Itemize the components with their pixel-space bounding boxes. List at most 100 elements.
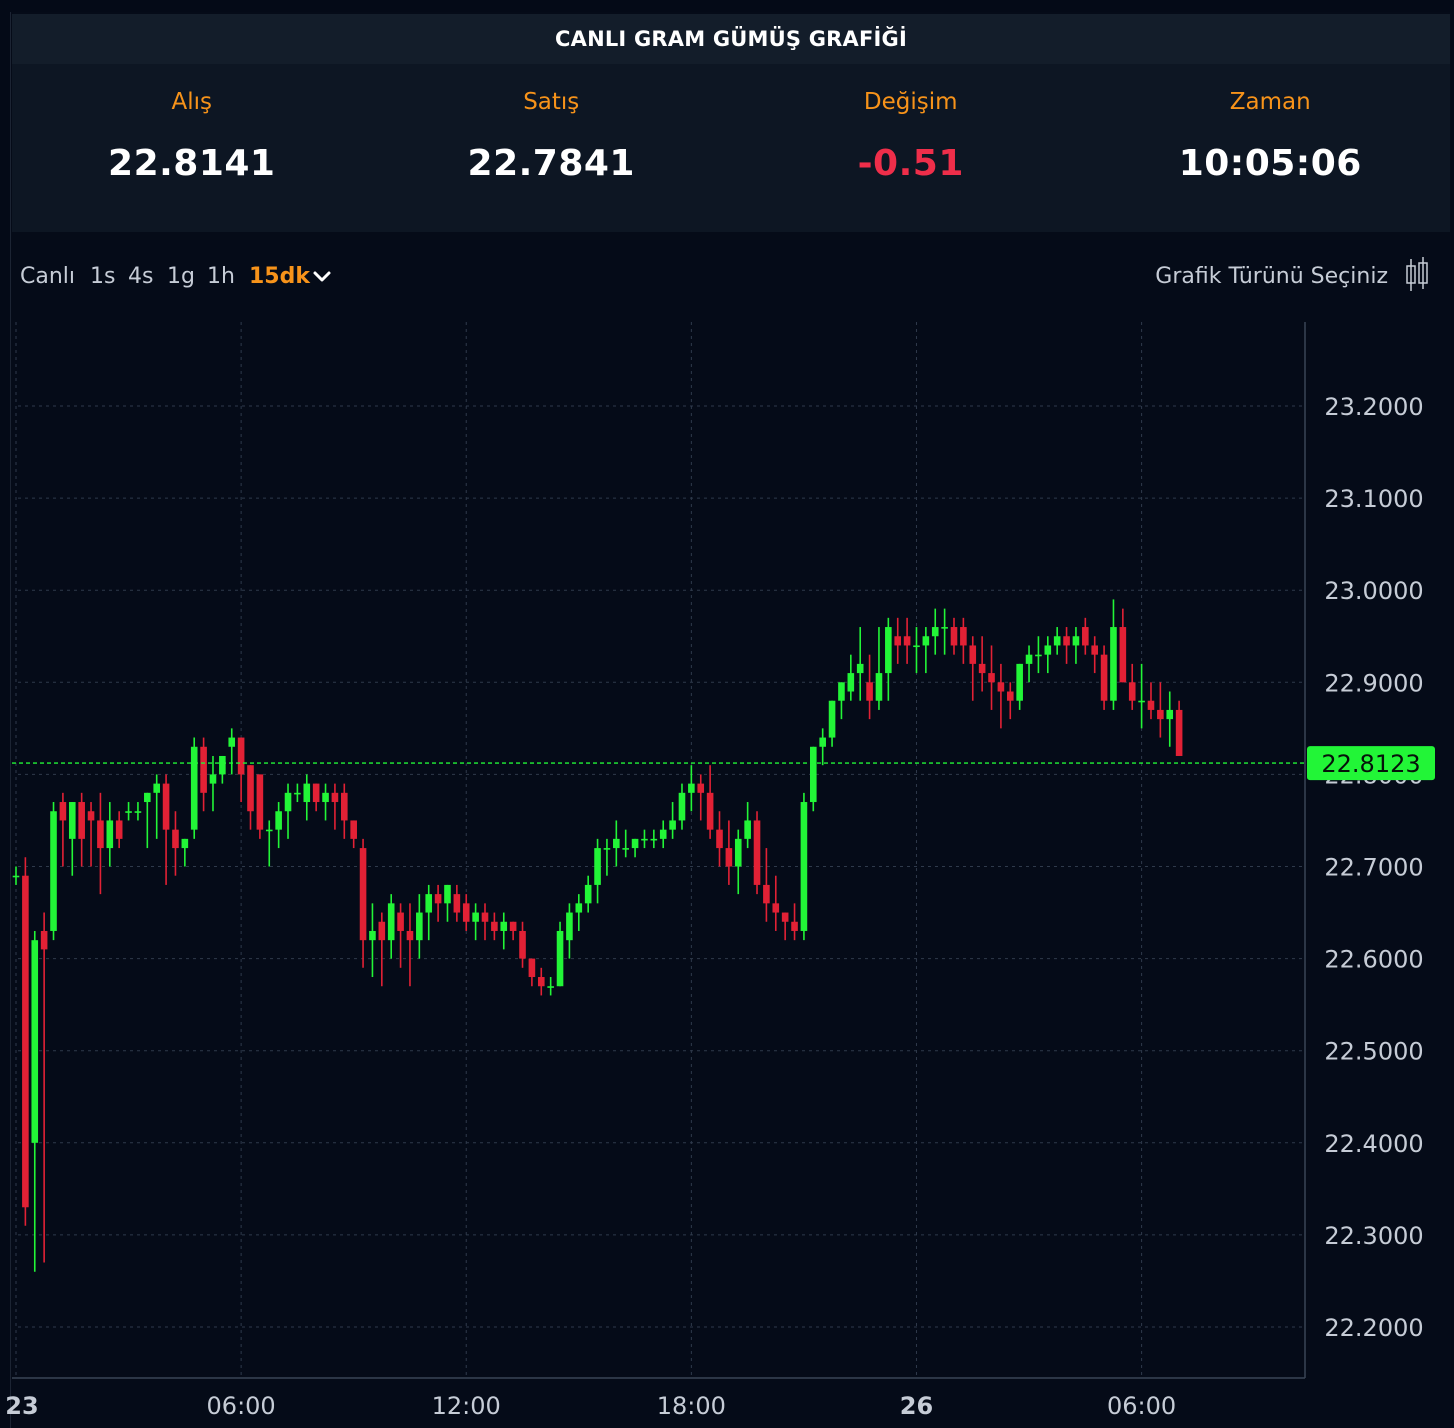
candle-up <box>303 774 311 821</box>
candle-body <box>537 977 545 987</box>
candle-body <box>406 930 414 941</box>
candle-body <box>1157 709 1164 720</box>
candle-body <box>303 783 311 803</box>
candle-down <box>763 848 770 922</box>
candle-body <box>322 792 329 803</box>
candle-body <box>650 838 658 841</box>
candle-down <box>453 884 461 922</box>
timeframe-1h-button[interactable]: 1h <box>207 264 235 289</box>
candle-body <box>960 627 967 646</box>
candle-body <box>341 792 348 821</box>
candle-down <box>331 783 339 830</box>
candle-body <box>1175 709 1183 756</box>
quote-bid: Alış 22.8141 <box>12 64 372 232</box>
candle-up <box>12 866 20 885</box>
candle-body <box>866 682 873 701</box>
candle-body <box>1110 627 1117 701</box>
candle-body <box>397 912 404 931</box>
axis-labels: 22.2000 22.3000 22.4000 22.5000 22.6000 22.70… <box>5 393 1423 1420</box>
candle-down <box>434 884 442 922</box>
candle-up <box>556 921 564 987</box>
candle-down <box>341 783 348 839</box>
candle-up <box>828 700 836 747</box>
quote-ask: Satış 22.7841 <box>372 64 732 232</box>
candle-body <box>725 848 733 867</box>
y-tick-label: 22.4000 <box>1324 1130 1423 1158</box>
candle-up <box>594 838 601 904</box>
candle-down <box>462 894 470 931</box>
candle-body <box>575 903 583 913</box>
candle-up <box>444 884 451 922</box>
candle-body <box>744 820 751 839</box>
chart-grid <box>15 322 1305 1378</box>
candle-body <box>284 792 292 812</box>
candle-body <box>950 627 958 646</box>
candle-down <box>716 811 723 867</box>
candle-body <box>434 894 442 904</box>
timeframe-1s-button[interactable]: 1s <box>90 264 116 289</box>
timeframe-4s-button[interactable]: 4s <box>128 264 154 289</box>
candle-up <box>416 894 423 959</box>
candle-up <box>922 627 930 674</box>
candle-up <box>68 802 76 876</box>
widget-frame <box>10 12 1451 1428</box>
candle-down <box>894 617 902 664</box>
timeframe-live-button[interactable]: Canlı <box>20 264 76 289</box>
candle-down <box>1128 663 1136 710</box>
chevron-down-icon[interactable] <box>310 265 334 289</box>
candle-down <box>1100 645 1108 710</box>
candle-body <box>190 746 198 830</box>
candle-body <box>931 627 939 637</box>
chart-type-select-label[interactable]: Grafik Türünü Seçiniz <box>1155 264 1388 289</box>
candle-body <box>481 912 489 922</box>
candlestick-icon[interactable] <box>1402 255 1432 295</box>
candle-up <box>575 894 583 931</box>
candle-body <box>378 921 386 941</box>
candle-up <box>622 829 629 858</box>
candle-up <box>941 608 948 655</box>
candle-body <box>1138 700 1145 703</box>
candle-up <box>1025 645 1033 683</box>
candle-up <box>190 737 198 839</box>
candle-down <box>969 636 977 701</box>
timeframe-1g-button[interactable]: 1g <box>167 264 195 289</box>
y-tick-label: 23.2000 <box>1324 393 1423 421</box>
candle-up <box>134 802 142 821</box>
candle-body <box>12 875 20 878</box>
candle-body <box>781 912 789 922</box>
candle-body <box>1035 654 1042 657</box>
candle-body <box>922 636 930 646</box>
candle-body <box>772 903 780 913</box>
candle-body <box>134 811 142 813</box>
candle-body <box>416 912 423 941</box>
candle-down <box>978 636 986 692</box>
candle-body <box>659 829 667 839</box>
candle-up <box>631 838 639 858</box>
candle-down <box>866 654 873 720</box>
candle-up <box>847 654 855 701</box>
candle-body <box>97 820 104 849</box>
candle-up <box>106 802 114 867</box>
candle-body <box>941 627 948 629</box>
candle-body <box>847 673 855 692</box>
candle-body <box>453 894 461 913</box>
candle-body <box>40 930 48 950</box>
candle-up <box>425 884 433 941</box>
candle-up <box>688 765 695 812</box>
candle-down <box>781 912 789 941</box>
candle-body <box>800 802 808 931</box>
candle-up <box>810 746 817 812</box>
candle-body <box>584 884 592 904</box>
candle-body <box>294 792 301 795</box>
candle-up <box>284 783 292 839</box>
last-price-tag <box>1307 746 1435 781</box>
timeframe-15dk-button[interactable]: 15dk <box>249 264 310 289</box>
candle-down <box>1175 700 1183 756</box>
candle-down <box>115 811 123 849</box>
candle-up <box>387 894 395 959</box>
candle-down <box>519 921 526 968</box>
candle-down <box>350 820 357 849</box>
y-tick-label: 23.0000 <box>1324 577 1423 605</box>
candle-body <box>491 921 498 931</box>
